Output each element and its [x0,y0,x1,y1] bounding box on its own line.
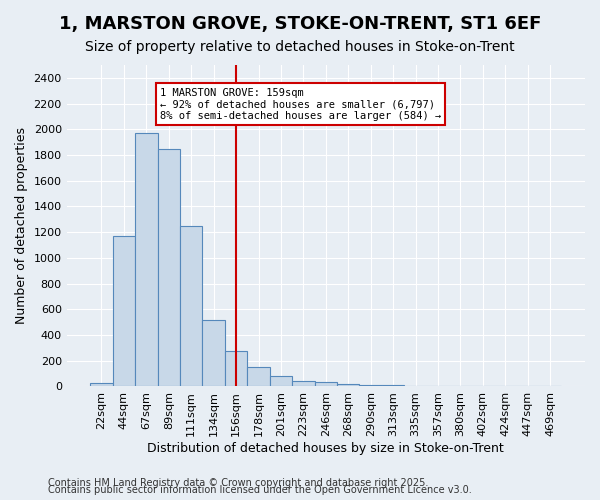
Bar [90,383,113,386]
Bar [247,366,270,386]
X-axis label: Distribution of detached houses by size in Stoke-on-Trent: Distribution of detached houses by size … [148,442,504,455]
Bar [270,376,292,386]
Text: Contains public sector information licensed under the Open Government Licence v3: Contains public sector information licen… [48,485,472,495]
Bar [225,351,247,386]
Bar [359,385,382,386]
Y-axis label: Number of detached properties: Number of detached properties [15,127,28,324]
Text: Size of property relative to detached houses in Stoke-on-Trent: Size of property relative to detached ho… [85,40,515,54]
Text: 1 MARSTON GROVE: 159sqm
← 92% of detached houses are smaller (6,797)
8% of semi-: 1 MARSTON GROVE: 159sqm ← 92% of detache… [160,88,441,120]
Bar [113,236,135,386]
Bar [314,382,337,386]
Bar [337,384,359,386]
Bar [135,133,158,386]
Bar [202,320,225,386]
Text: 1, MARSTON GROVE, STOKE-ON-TRENT, ST1 6EF: 1, MARSTON GROVE, STOKE-ON-TRENT, ST1 6E… [59,15,541,33]
Bar [292,380,314,386]
Text: Contains HM Land Registry data © Crown copyright and database right 2025.: Contains HM Land Registry data © Crown c… [48,478,428,488]
Bar [158,148,180,386]
Bar [180,226,202,386]
